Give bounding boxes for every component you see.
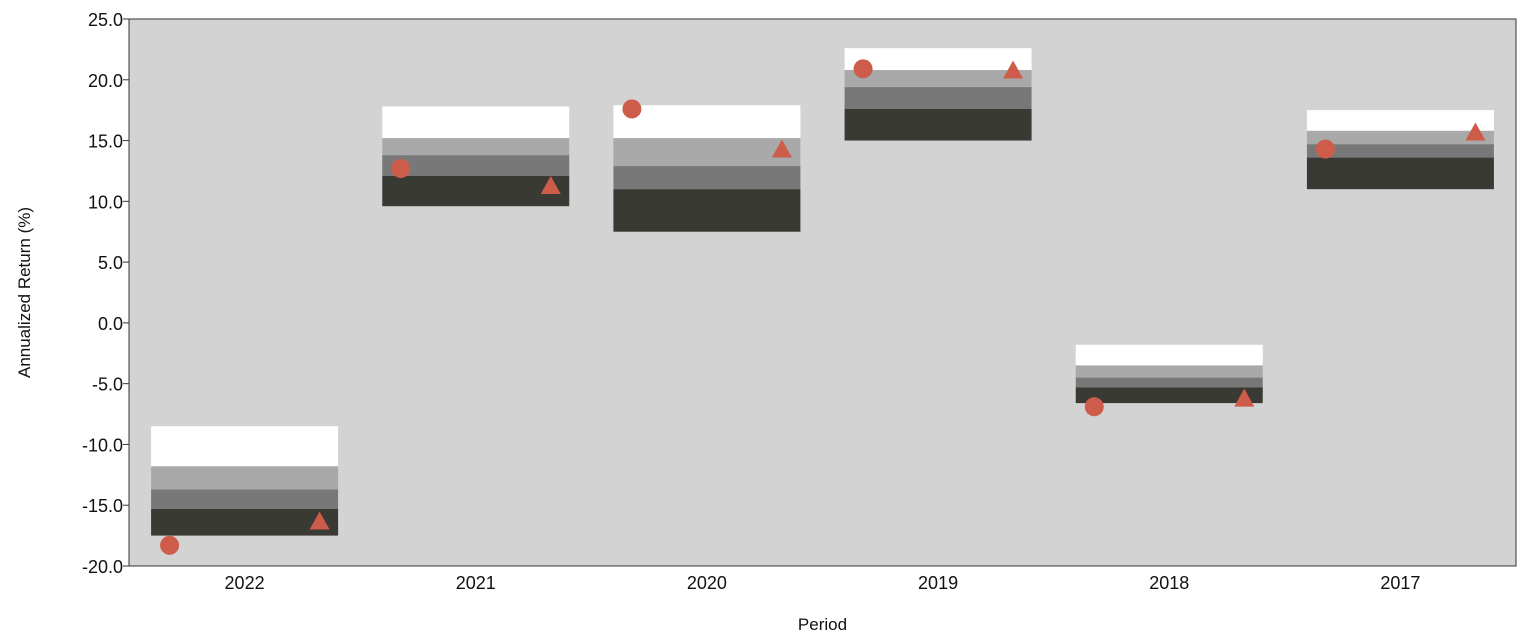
box-band-1	[1075, 344, 1263, 366]
y-tick-label: 10.0	[88, 192, 123, 212]
plot-area	[128, 18, 1517, 567]
y-tick-label: -20.0	[82, 557, 123, 577]
box-band-1	[151, 426, 339, 467]
circle-marker	[391, 159, 411, 179]
circle-marker	[160, 535, 180, 555]
y-tick-label: -10.0	[82, 435, 123, 455]
box-band-2	[844, 70, 1032, 88]
box-band-2	[1075, 365, 1263, 378]
box-2019	[844, 48, 1032, 141]
x-tick-label: 2017	[1380, 573, 1420, 593]
box-band-4	[1075, 387, 1263, 404]
box-band-1	[613, 105, 801, 139]
box-2018	[1075, 344, 1263, 404]
box-band-3	[151, 489, 339, 509]
box-band-4	[151, 508, 339, 536]
triangle-marker	[540, 175, 561, 194]
triangle-marker	[309, 511, 330, 530]
box-band-2	[151, 466, 339, 490]
y-axis-title: Annualized Return (%)	[15, 207, 34, 378]
x-tick-label: 2022	[225, 573, 265, 593]
circle-marker	[1315, 139, 1335, 159]
x-tick-label: 2018	[1149, 573, 1189, 593]
y-tick-label: -15.0	[82, 496, 123, 516]
x-axis-title: Period	[798, 615, 847, 634]
triangle-marker	[1003, 60, 1024, 79]
triangle-marker	[771, 139, 792, 158]
y-tick-label: 20.0	[88, 71, 123, 91]
box-band-4	[382, 175, 570, 207]
y-tick-label: 15.0	[88, 132, 123, 152]
box-band-3	[613, 166, 801, 190]
markers	[160, 59, 1486, 555]
box-band-2	[1306, 130, 1494, 145]
box-band-1	[844, 48, 1032, 71]
triangle-marker	[1465, 122, 1486, 141]
boxes	[151, 48, 1494, 536]
y-tick-label: 25.0	[88, 10, 123, 30]
x-axis: 2022 2021 2020 2019 2018 2017	[225, 573, 1421, 593]
y-tick-label: -5.0	[92, 375, 123, 395]
triangle-marker	[1234, 388, 1255, 407]
circle-marker	[853, 59, 873, 79]
box-band-3	[1075, 377, 1263, 388]
y-tick-label: 0.0	[98, 314, 123, 334]
y-axis: 25.0 20.0 15.0 10.0 5.0 0.0 -5.0 -10.0 -15.0 -20.…	[82, 10, 129, 577]
box-band-4	[844, 108, 1032, 141]
x-tick-label: 2021	[456, 573, 496, 593]
box-band-3	[382, 155, 570, 176]
box-2017	[1306, 110, 1494, 190]
box-band-4	[1306, 157, 1494, 190]
box-2020	[613, 105, 801, 232]
x-tick-label: 2020	[687, 573, 727, 593]
box-2021	[382, 106, 570, 207]
box-band-2	[613, 138, 801, 167]
box-band-2	[382, 138, 570, 156]
box-2022	[151, 426, 339, 536]
box-band-1	[382, 106, 570, 139]
box-band-4	[613, 189, 801, 232]
box-band-3	[1306, 144, 1494, 158]
box-band-1	[1306, 110, 1494, 131]
circle-marker	[622, 99, 642, 119]
box-band-3	[844, 87, 1032, 109]
y-tick-label: 5.0	[98, 253, 123, 273]
circle-marker	[1084, 397, 1104, 417]
x-tick-label: 2019	[918, 573, 958, 593]
